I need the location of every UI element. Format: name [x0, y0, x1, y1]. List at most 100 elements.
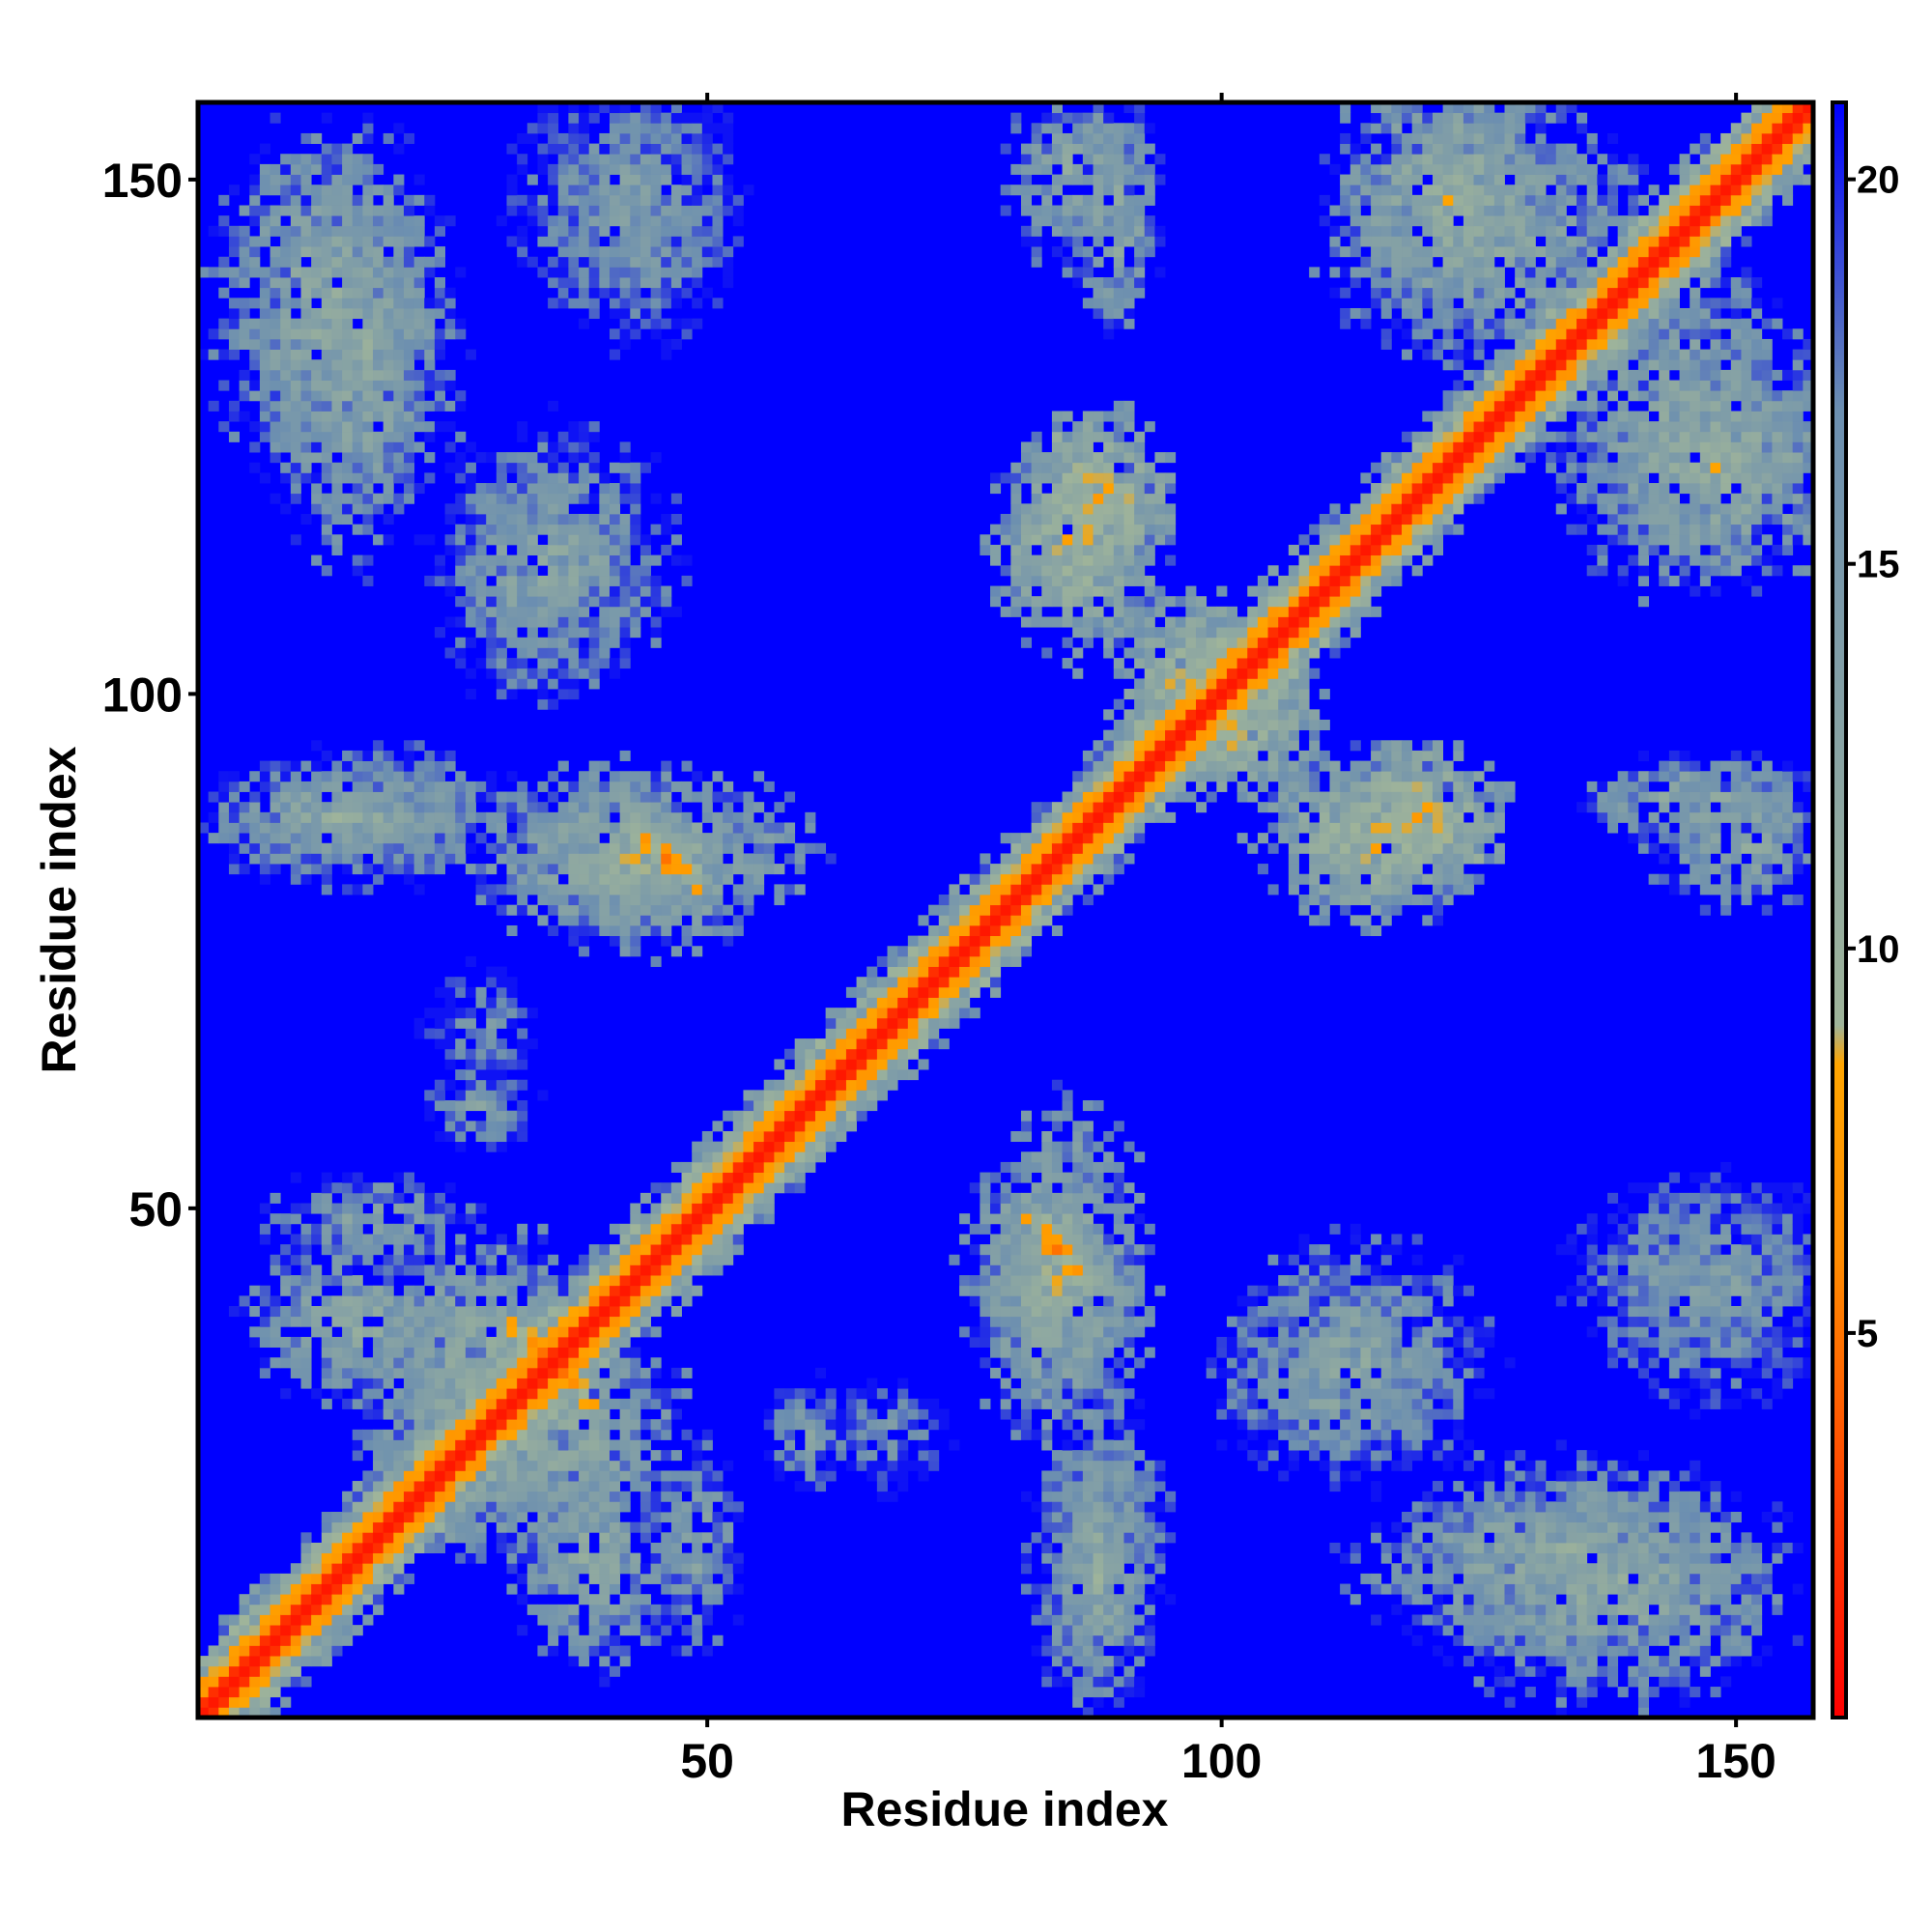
heatmap-cell [1062, 1512, 1073, 1523]
heatmap-cell [579, 123, 590, 134]
heatmap-cell [609, 668, 621, 679]
heatmap-cell [444, 1398, 456, 1409]
heatmap-cell [1062, 1491, 1073, 1502]
heatmap-cell [537, 462, 549, 473]
heatmap-cell [239, 811, 250, 823]
heatmap-cell [568, 853, 580, 865]
heatmap-cell [1062, 1604, 1073, 1615]
heatmap-cell [352, 1501, 363, 1513]
heatmap-cell [548, 1326, 559, 1338]
heatmap-cell [517, 575, 528, 586]
heatmap-cell [723, 802, 734, 813]
heatmap-cell [434, 1388, 445, 1400]
heatmap-cell [352, 338, 363, 350]
heatmap-cell [393, 503, 405, 515]
heatmap-cell [1000, 1306, 1011, 1318]
heatmap-cell [465, 842, 476, 854]
heatmap-cell [990, 915, 1002, 926]
heatmap-cell [599, 1491, 611, 1502]
heatmap-cell [907, 1028, 919, 1039]
heatmap-cell [918, 915, 929, 926]
heatmap-cell [599, 1347, 611, 1358]
heatmap-cell [670, 1563, 682, 1575]
heatmap-cell [588, 1254, 600, 1265]
heatmap-cell [403, 1460, 415, 1471]
heatmap-cell [588, 596, 600, 608]
heatmap-cell [270, 1604, 281, 1615]
heatmap-cell [413, 1017, 425, 1029]
heatmap-cell [784, 1398, 796, 1409]
heatmap-cell [300, 1594, 312, 1605]
heatmap-cell [548, 1470, 559, 1482]
heatmap-cell [557, 298, 569, 309]
heatmap-cell [434, 864, 445, 875]
heatmap-cell [362, 1573, 374, 1584]
heatmap-cell [701, 102, 713, 114]
heatmap-cell [681, 1192, 693, 1204]
heatmap-cell [280, 1594, 292, 1605]
heatmap-cell [670, 822, 682, 834]
heatmap-cell [218, 267, 230, 278]
heatmap-cell [413, 1028, 425, 1039]
heatmap-cell [670, 895, 682, 906]
heatmap-cell [486, 1254, 497, 1265]
heatmap-cell [732, 1563, 744, 1575]
heatmap-cell [763, 833, 775, 844]
heatmap-cell [568, 1295, 580, 1307]
heatmap-cell [506, 1090, 518, 1101]
heatmap-cell [311, 1563, 323, 1575]
heatmap-cell [639, 534, 651, 546]
heatmap-cell [774, 1110, 785, 1122]
heatmap-cell [239, 1665, 250, 1677]
heatmap-cell [692, 194, 703, 206]
heatmap-cell [496, 1398, 507, 1409]
heatmap-cell [424, 1460, 436, 1471]
heatmap-cell [403, 390, 415, 402]
heatmap-cell [1010, 1326, 1022, 1338]
heatmap-cell [805, 1110, 816, 1122]
heatmap-cell [537, 1532, 549, 1544]
heatmap-cell [568, 1645, 580, 1657]
heatmap-cell [670, 1192, 682, 1204]
heatmap-cell [280, 822, 292, 834]
heatmap-cell [444, 1028, 456, 1039]
heatmap-cell [496, 606, 507, 617]
heatmap-cell [609, 802, 621, 813]
heatmap-cell [630, 174, 641, 185]
heatmap-cell [825, 1048, 837, 1060]
heatmap-cell [228, 298, 240, 309]
heatmap-cell [270, 1573, 281, 1584]
heatmap-cell [444, 822, 456, 834]
heatmap-cell [270, 791, 281, 803]
heatmap-cell [650, 205, 662, 216]
heatmap-cell [856, 1028, 867, 1039]
heatmap-cell [403, 1419, 415, 1431]
heatmap-cell [1041, 1552, 1053, 1564]
heatmap-cell [517, 565, 528, 577]
heatmap-cell [1010, 1357, 1022, 1369]
heatmap-cell [455, 1316, 467, 1327]
heatmap-cell [444, 997, 456, 1009]
heatmap-cell [362, 307, 374, 320]
heatmap-cell [537, 1316, 549, 1327]
heatmap-cell [373, 349, 384, 360]
heatmap-cell [845, 1038, 857, 1050]
heatmap-cell [568, 781, 580, 792]
heatmap-cell [1031, 1429, 1042, 1440]
heatmap-cell [496, 1450, 507, 1462]
heatmap-cell [579, 1367, 590, 1378]
heatmap-cell [938, 966, 950, 978]
heatmap-cell [599, 194, 611, 206]
heatmap-cell [352, 256, 363, 268]
heatmap-cell [537, 236, 549, 247]
heatmap-cell [393, 431, 405, 442]
heatmap-cell [692, 112, 703, 124]
heatmap-cell [496, 1460, 507, 1471]
heatmap-cell [321, 1573, 332, 1584]
heatmap-cell [1041, 1223, 1053, 1235]
heatmap-cell [794, 864, 806, 875]
heatmap-cell [732, 1244, 744, 1256]
heatmap-cell [475, 1079, 487, 1091]
heatmap-cell [568, 904, 580, 916]
heatmap-cell [732, 833, 744, 844]
